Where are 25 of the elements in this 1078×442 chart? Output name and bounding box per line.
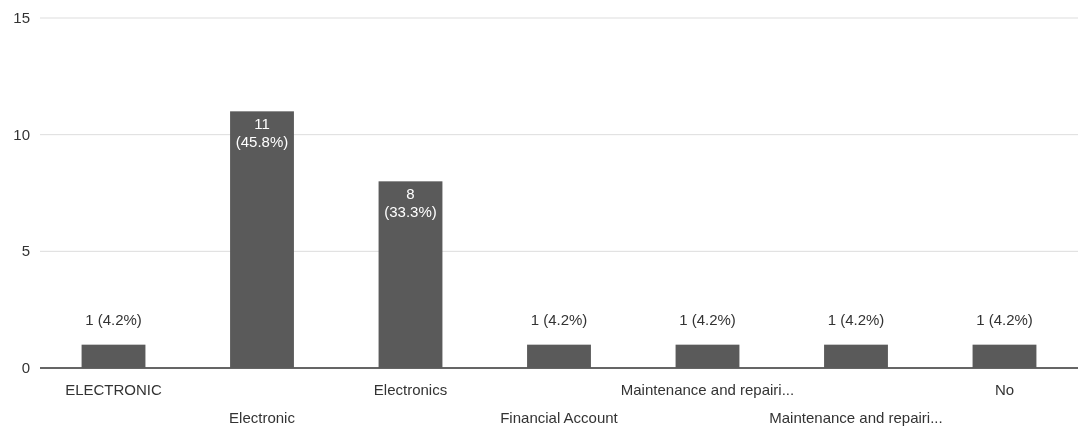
data-label: 1 (4.2%) [530, 310, 588, 328]
x-tick-label: Electronics [373, 381, 448, 398]
x-tick-label: Maintenance and repairi... [620, 381, 795, 398]
bar [81, 344, 146, 368]
x-tick-label: Maintenance and repairi... [769, 409, 943, 426]
data-label: 1 (4.2%) [85, 310, 142, 328]
data-label: 1 (4.2%) [976, 310, 1033, 328]
data-label: 1 (4.2%) [827, 310, 885, 328]
x-tick-label: No [994, 381, 1015, 398]
y-tick-label: 10 [13, 125, 30, 143]
x-tick-label: Financial Account [500, 409, 619, 426]
data-label: 1 (4.2%) [679, 310, 736, 328]
bar [527, 344, 591, 368]
bar [378, 181, 443, 368]
bar [824, 344, 888, 368]
bar [972, 344, 1037, 368]
x-tick-label: ELECTRONIC [65, 381, 163, 398]
y-tick-label: 15 [13, 9, 30, 26]
data-label: 8 (33.3%) [384, 185, 437, 221]
x-tick-label: Electronic [229, 409, 296, 426]
y-tick-label: 5 [21, 242, 30, 260]
bar [675, 344, 740, 368]
y-tick-label: 0 [21, 359, 30, 376]
bar [230, 111, 294, 368]
data-label: 11 (45.8%) [235, 115, 289, 151]
